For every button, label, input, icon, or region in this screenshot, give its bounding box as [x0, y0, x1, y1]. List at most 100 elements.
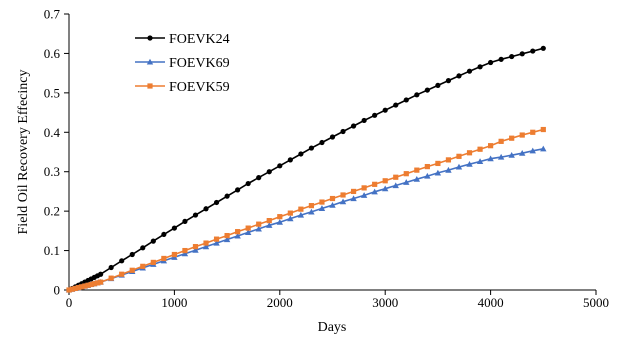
series-line — [68, 47, 544, 291]
data-point — [382, 185, 389, 192]
data-point — [393, 102, 399, 108]
data-point — [339, 198, 347, 205]
data-point — [477, 146, 483, 152]
data-point — [403, 179, 410, 185]
plot-area — [68, 14, 596, 291]
data-point — [150, 259, 156, 265]
data-point — [456, 73, 462, 79]
data-point — [424, 87, 430, 93]
data-point — [140, 245, 146, 251]
legend-marker — [147, 83, 153, 89]
data-point — [69, 286, 75, 292]
data-point — [329, 195, 336, 202]
y-axis-label: Field Oil Recovery Effecincy — [16, 70, 31, 235]
data-point — [329, 134, 336, 140]
data-point — [255, 225, 262, 232]
data-point — [297, 211, 305, 218]
data-point — [182, 218, 188, 224]
data-point — [488, 143, 494, 149]
y-tick-label: 0 — [54, 283, 61, 298]
data-point — [498, 138, 504, 144]
data-point — [540, 145, 547, 152]
legend: FOEVK24 FOEVK69 FOEVK59 — [135, 32, 230, 95]
data-point — [519, 51, 525, 57]
data-point — [72, 285, 78, 292]
data-point — [98, 271, 104, 277]
y-tick-label: 0.5 — [44, 85, 60, 100]
y-tick-label: 0.7 — [44, 7, 61, 22]
data-point — [235, 229, 241, 235]
data-point — [276, 218, 283, 225]
y-tick-label: 0.3 — [44, 164, 60, 179]
data-point — [509, 53, 515, 60]
legend-marker — [146, 58, 154, 65]
legend-item: FOEVK69 — [135, 56, 230, 71]
data-point — [519, 132, 525, 138]
x-tick-label: 5000 — [583, 295, 609, 310]
data-point — [413, 176, 421, 182]
data-point — [94, 280, 101, 286]
data-point — [340, 192, 346, 198]
data-point — [213, 199, 220, 206]
data-point — [403, 171, 409, 177]
legend-label: FOEVK69 — [169, 56, 230, 71]
data-point — [435, 160, 441, 167]
x-tick-label: 3000 — [372, 295, 398, 310]
data-point — [318, 205, 326, 211]
data-point — [403, 97, 409, 103]
legend-marker — [147, 35, 153, 41]
data-point — [308, 203, 315, 209]
data-point — [487, 155, 494, 162]
data-point — [192, 244, 199, 250]
data-point — [529, 147, 536, 154]
series-foevk24 — [66, 45, 546, 293]
data-point — [181, 250, 189, 257]
data-point — [119, 258, 125, 264]
data-point — [224, 193, 230, 199]
data-point — [256, 175, 262, 181]
data-point — [540, 45, 546, 51]
data-point — [530, 129, 536, 135]
legend-item: FOEVK59 — [135, 80, 230, 95]
data-point — [372, 181, 378, 187]
data-point — [350, 195, 357, 202]
data-point — [360, 192, 368, 198]
data-point — [224, 232, 230, 239]
data-point — [213, 239, 220, 246]
series-line — [68, 128, 544, 291]
legend-item: FOEVK24 — [135, 32, 230, 47]
y-tick-label: 0.4 — [44, 125, 61, 140]
data-point — [298, 151, 304, 157]
data-point — [202, 243, 210, 250]
data-point — [498, 56, 504, 62]
data-point — [509, 135, 515, 141]
data-point — [256, 221, 262, 227]
data-point — [424, 163, 430, 170]
data-point — [213, 236, 220, 242]
data-point — [393, 174, 399, 180]
data-point — [445, 78, 452, 84]
series-foevk59 — [66, 126, 546, 293]
data-point — [414, 92, 420, 98]
data-point — [350, 188, 357, 195]
data-point — [235, 187, 241, 193]
y-tick-label: 0.2 — [44, 204, 60, 219]
data-point — [382, 107, 388, 113]
data-point — [361, 185, 367, 191]
data-point — [266, 222, 273, 228]
data-point — [129, 251, 135, 258]
data-point — [456, 153, 462, 159]
data-point — [203, 206, 209, 212]
data-point — [361, 117, 367, 124]
data-point — [266, 218, 272, 224]
series-line — [68, 148, 544, 291]
data-point — [497, 153, 505, 160]
data-point — [519, 149, 526, 156]
legend-label: FOEVK59 — [169, 80, 230, 95]
series-layer — [65, 45, 547, 293]
data-point — [308, 208, 315, 215]
data-point — [266, 169, 272, 175]
data-point — [329, 202, 336, 208]
data-point — [82, 283, 88, 289]
